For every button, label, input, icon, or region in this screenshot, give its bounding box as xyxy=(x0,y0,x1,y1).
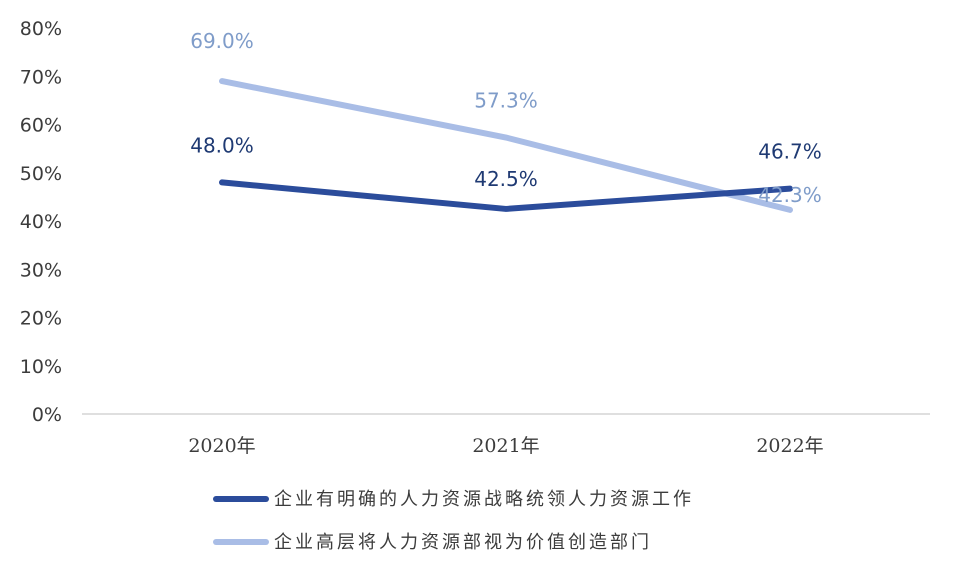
y-axis: 0% 10% 20% 30% 40% 50% 60% 70% 80% xyxy=(20,18,62,426)
y-tick-label: 40% xyxy=(20,211,62,233)
y-tick-label: 20% xyxy=(20,308,62,330)
data-labels: 48.0% 42.5% 46.7% 69.0% 57.3% 42.3% xyxy=(190,29,822,207)
x-tick-label: 2020年 xyxy=(188,435,255,457)
x-tick-label: 2022年 xyxy=(756,435,823,457)
x-tick-label: 2021年 xyxy=(472,435,539,457)
legend-item-2: 企业高层将人力资源部视为价值创造部门 xyxy=(213,532,652,553)
legend-label: 企业高层将人力资源部视为价值创造部门 xyxy=(274,532,652,553)
data-label: 69.0% xyxy=(190,29,254,53)
y-tick-label: 30% xyxy=(20,259,62,281)
y-tick-label: 70% xyxy=(20,66,62,88)
y-tick-label: 0% xyxy=(32,404,62,426)
legend-label: 企业有明确的人力资源战略统领人力资源工作 xyxy=(274,489,694,510)
data-label: 46.7% xyxy=(758,140,822,164)
data-label: 48.0% xyxy=(190,133,254,157)
y-tick-label: 50% xyxy=(20,163,62,185)
legend-item-1: 企业有明确的人力资源战略统领人力资源工作 xyxy=(213,489,694,510)
y-tick-label: 60% xyxy=(20,115,62,137)
x-axis: 2020年 2021年 2022年 xyxy=(188,435,823,457)
y-tick-label: 10% xyxy=(20,356,62,378)
data-label: 42.3% xyxy=(758,183,822,207)
data-label: 42.5% xyxy=(474,167,538,191)
data-label: 57.3% xyxy=(474,89,538,113)
series-lines xyxy=(219,78,793,213)
y-tick-label: 80% xyxy=(20,18,62,40)
